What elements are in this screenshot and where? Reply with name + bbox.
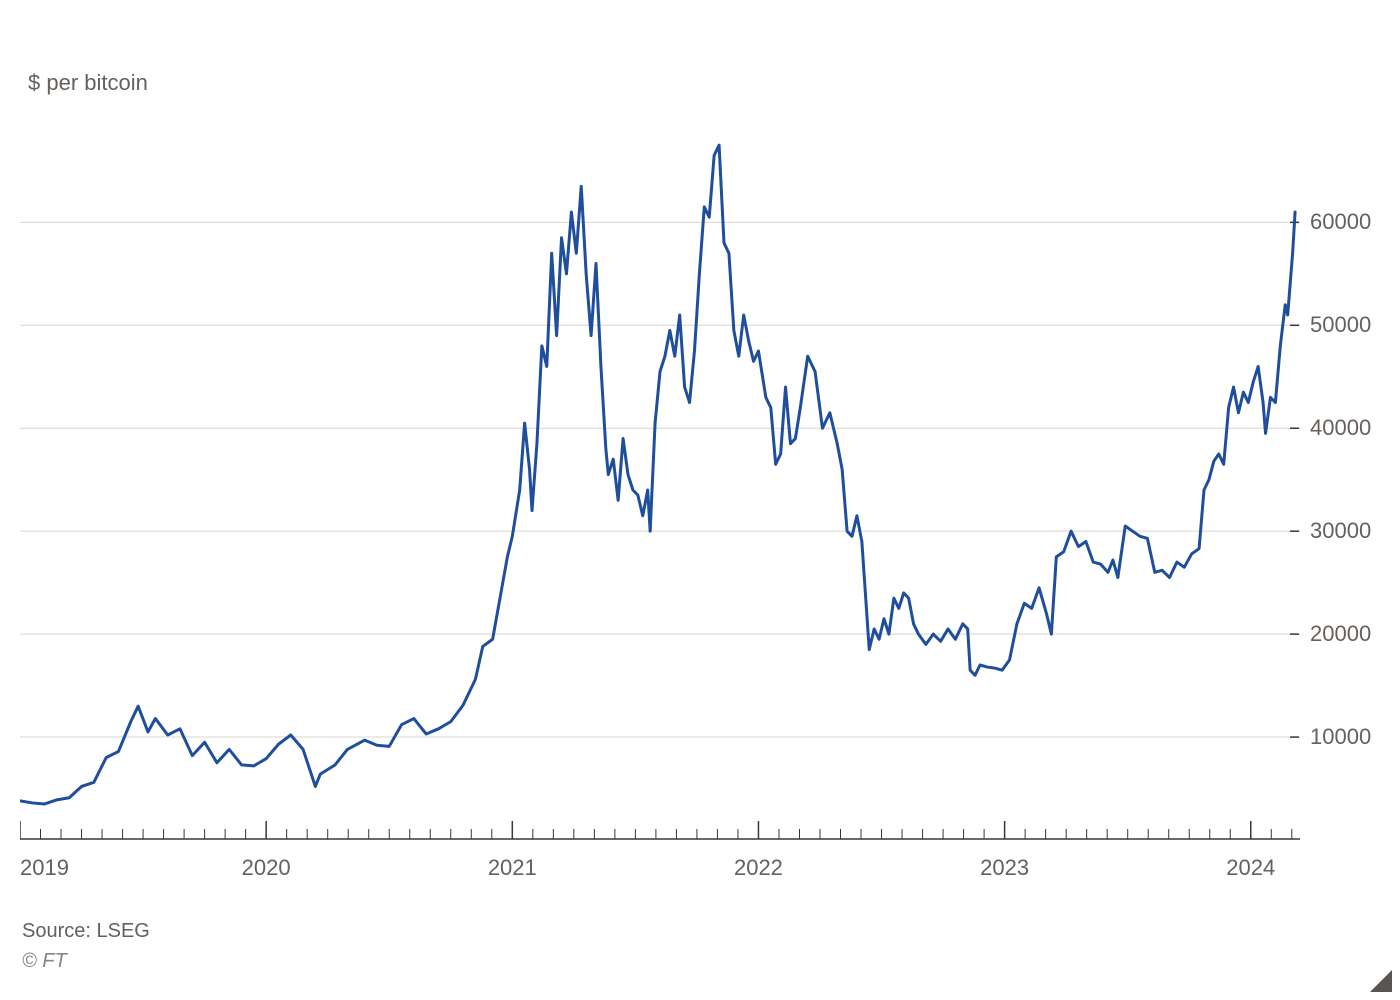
y-tick-label: 10000	[1310, 724, 1371, 750]
y-tick-label: 40000	[1310, 415, 1371, 441]
x-tick-label: 2023	[980, 855, 1029, 881]
chart-source: Source: LSEG	[22, 920, 150, 943]
y-tick-label: 50000	[1310, 312, 1371, 338]
y-tick-label: 20000	[1310, 621, 1371, 647]
y-tick-label: 30000	[1310, 518, 1371, 544]
x-tick-label: 2024	[1226, 855, 1275, 881]
x-tick-label: 2021	[488, 855, 537, 881]
y-axis-labels: 10000 20000 30000 40000 50000 60000	[1310, 140, 1390, 840]
x-tick-label: 2022	[734, 855, 783, 881]
y-tick-label: 60000	[1310, 209, 1371, 235]
x-tick-label: 2019	[20, 855, 69, 881]
x-tick-label: 2020	[242, 855, 291, 881]
chart-copyright: © FT	[22, 950, 67, 973]
chart-subtitle: $ per bitcoin	[28, 70, 148, 96]
chart-plot	[20, 140, 1300, 840]
x-axis-labels: 2019 2020 2021 2022 2023 2024	[20, 855, 1300, 885]
chart-container: $ per bitcoin 10000 20000 30000 40000 50000 6…	[0, 0, 1400, 1000]
corner-flag-icon	[1370, 970, 1392, 992]
